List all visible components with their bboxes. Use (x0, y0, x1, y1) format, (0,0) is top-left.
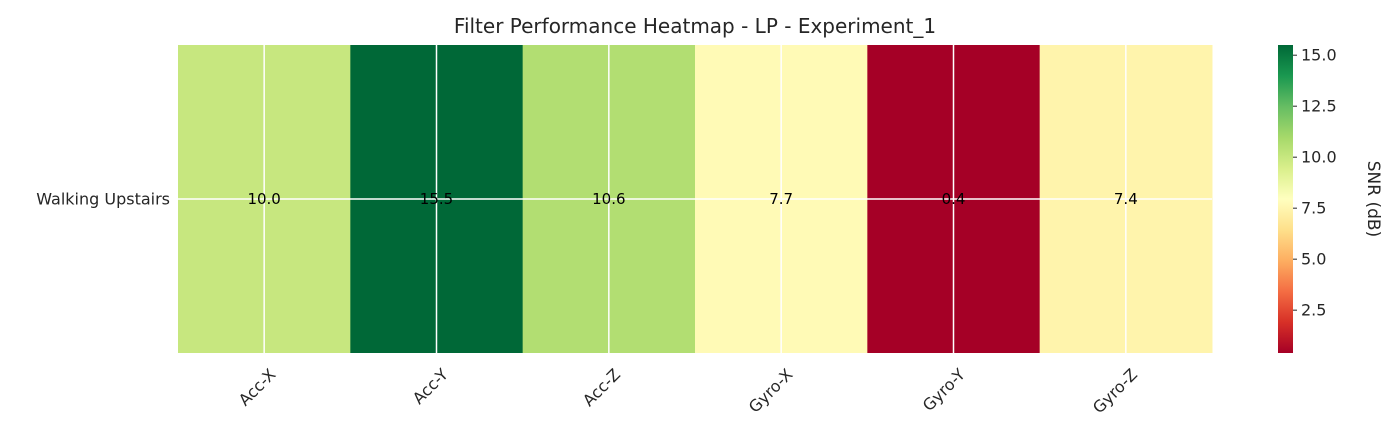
colorbar-label: SNR (dB) (1363, 161, 1383, 237)
x-tick-label: Acc-Y (409, 365, 452, 408)
cell-value-label: 7.4 (1114, 190, 1138, 208)
x-tick-label: Acc-Z (579, 365, 624, 410)
x-tick-label: Acc-X (235, 365, 280, 410)
x-tick-label: Gyro-Y (919, 365, 969, 415)
cell-value-label: 0.4 (942, 190, 966, 208)
cell-value-label: 10.0 (247, 190, 280, 208)
y-tick-label: Walking Upstairs (36, 190, 170, 209)
colorbar: 2.5 5.0 7.5 10.0 12.5 15.0 SNR (dB) (1278, 45, 1383, 353)
x-tick-label: Gyro-Z (1089, 365, 1141, 417)
colorbar-tick-label: 10.0 (1301, 148, 1337, 167)
colorbar-tick-label: 5.0 (1301, 250, 1326, 269)
cell-value-labels: 10.0 15.5 10.6 7.7 0.4 7.4 (247, 190, 1137, 208)
colorbar-tick-label: 2.5 (1301, 301, 1326, 320)
y-axis-tick-labels: Walking Upstairs (36, 190, 170, 209)
cell-value-label: 10.6 (592, 190, 625, 208)
cell-value-label: 15.5 (420, 190, 453, 208)
colorbar-ticks: 2.5 5.0 7.5 10.0 12.5 15.0 (1293, 46, 1337, 320)
chart-title: Filter Performance Heatmap - LP - Experi… (454, 14, 936, 38)
cell-value-label: 7.7 (769, 190, 793, 208)
colorbar-tick-label: 15.0 (1301, 46, 1337, 65)
colorbar-tick-label: 7.5 (1301, 199, 1326, 218)
x-axis-tick-labels: Acc-X Acc-Y Acc-Z Gyro-X Gyro-Y Gyro-Z (235, 365, 1141, 417)
colorbar-gradient (1278, 45, 1293, 353)
x-tick-label: Gyro-X (745, 365, 797, 417)
grid-lines (178, 45, 1212, 353)
colorbar-tick-label: 12.5 (1301, 97, 1337, 116)
